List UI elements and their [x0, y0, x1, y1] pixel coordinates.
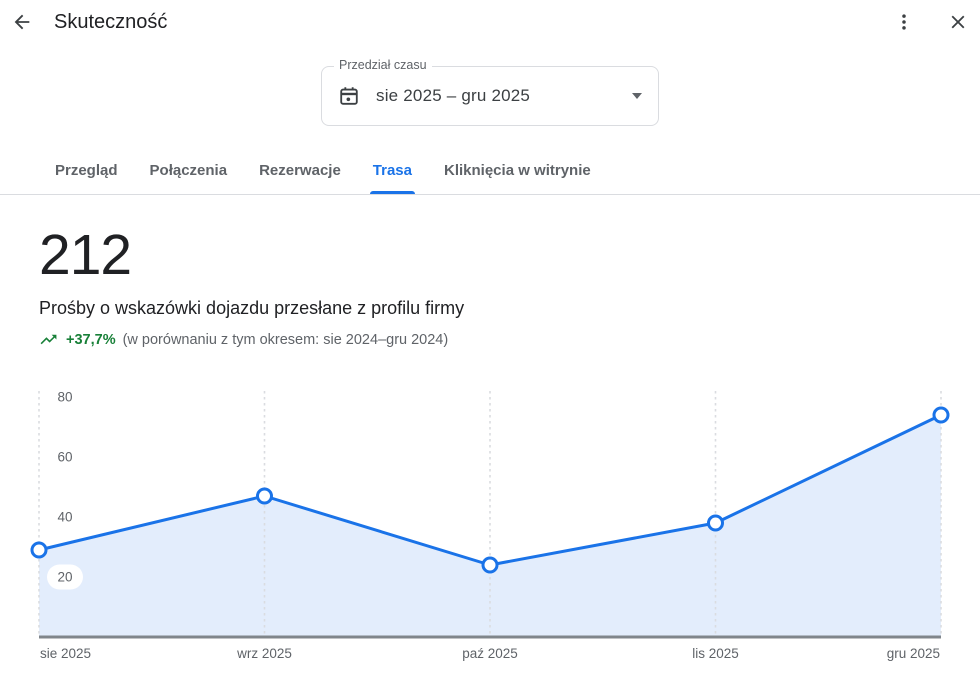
- y-axis-label: 20: [57, 570, 72, 585]
- close-icon: [947, 11, 969, 33]
- more-options-button[interactable]: [890, 8, 918, 36]
- chart-point[interactable]: [256, 487, 273, 505]
- trend-delta: +37,7%: [66, 331, 116, 348]
- date-range-value: sie 2025 – gru 2025: [376, 86, 531, 105]
- arrow-left-icon: [11, 11, 33, 33]
- x-axis-label: gru 2025: [887, 646, 940, 661]
- tab-polaczenia[interactable]: Połączenia: [149, 162, 228, 179]
- y-axis-label: 80: [57, 390, 72, 405]
- calendar-icon: [338, 85, 360, 107]
- tab-klikniecia-w-witrynie[interactable]: Kliknięcia w witrynie: [444, 162, 591, 179]
- x-axis-label: wrz 2025: [236, 646, 292, 661]
- chart-area: [39, 415, 941, 637]
- y-tick-pill: [47, 564, 83, 590]
- chart-point[interactable]: [481, 556, 499, 574]
- x-axis-label: sie 2025: [40, 646, 91, 661]
- tab-rezerwacje[interactable]: Rezerwacje: [259, 162, 341, 179]
- traffic-chart-svg: 20 40 60 80 sie 2025 wrz 2025 paź 2025 lis 2025…: [30, 385, 950, 661]
- kebab-menu-icon: [894, 12, 914, 32]
- back-button[interactable]: [8, 8, 36, 36]
- tab-bar: Przegląd Połączenia Rezerwacje Trasa Kli…: [0, 147, 980, 195]
- y-tick-pill: [47, 444, 83, 470]
- metric-value: 212: [39, 223, 132, 287]
- x-axis-label: lis 2025: [692, 646, 739, 661]
- date-range-selector[interactable]: Przedział czasu sie 2025 – gru 2025: [321, 58, 659, 126]
- header: Skuteczność: [0, 0, 980, 44]
- tab-trasa[interactable]: Trasa: [357, 147, 428, 194]
- dropdown-caret-icon: [632, 93, 642, 99]
- y-axis-label: 60: [57, 450, 72, 465]
- date-range-label: Przedział czasu: [334, 58, 432, 72]
- page-title: Skuteczność: [54, 10, 168, 33]
- trend-row: +37,7% (w porównaniu z tym okresem: sie …: [39, 330, 980, 349]
- chart-point[interactable]: [932, 406, 950, 424]
- y-tick-pill: [47, 504, 83, 530]
- metric-description: Prośby o wskazówki dojazdu przesłane z p…: [39, 298, 465, 318]
- y-axis-label: 40: [57, 510, 72, 525]
- chart-point[interactable]: [30, 541, 48, 559]
- y-tick-pill: [47, 385, 83, 410]
- chart-point[interactable]: [707, 514, 724, 532]
- tab-przeglad[interactable]: Przegląd: [55, 162, 118, 179]
- trend-comparison: (w porównaniu z tym okresem: sie 2024–gr…: [122, 331, 449, 348]
- metric-section: 212 Prośby o wskazówki dojazdu przesłane…: [0, 227, 980, 349]
- directions-chart: 20 40 60 80 sie 2025 wrz 2025 paź 2025 lis 2025…: [0, 385, 980, 671]
- close-button[interactable]: [944, 8, 972, 36]
- trending-up-icon: [39, 330, 58, 349]
- x-axis-label: paź 2025: [462, 646, 518, 661]
